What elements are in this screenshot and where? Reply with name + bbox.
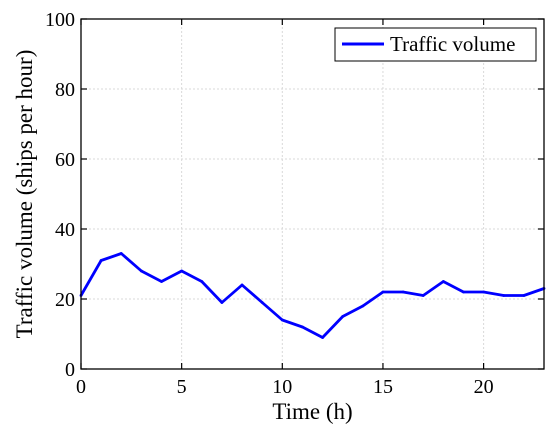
x-tick-label: 5	[177, 376, 187, 398]
data-point	[99, 259, 103, 262]
data-point	[260, 301, 264, 304]
ticks	[80, 18, 544, 370]
legend-label: Traffic volume	[390, 32, 515, 56]
y-tick-label: 80	[55, 79, 75, 101]
data-point	[139, 269, 143, 273]
data-point	[180, 269, 184, 273]
x-axis-label: Time (h)	[272, 399, 352, 424]
data-point	[462, 290, 465, 294]
x-tick-label: 10	[272, 376, 292, 398]
grid	[81, 19, 544, 369]
data-point	[301, 325, 304, 329]
tick-labels: 0 5 10 15 20 0 20 40 60 80 100	[45, 9, 494, 398]
y-tick-label: 100	[45, 9, 75, 31]
data-point	[220, 301, 224, 304]
data-point	[502, 294, 506, 297]
data-point	[381, 290, 385, 294]
series-layer	[79, 252, 546, 339]
data-point	[522, 294, 526, 297]
data-point	[160, 280, 163, 283]
data-point	[401, 290, 405, 294]
x-tick-label: 15	[373, 376, 393, 398]
data-point	[361, 304, 365, 308]
data-point	[240, 283, 244, 287]
plot-frame	[80, 18, 545, 370]
series-line	[79, 252, 545, 339]
data-point	[321, 336, 324, 339]
x-tick-label: 20	[474, 376, 494, 398]
data-point	[421, 294, 425, 297]
x-tick-label: 0	[76, 376, 86, 398]
data-point	[200, 280, 204, 283]
data-point	[280, 318, 284, 322]
y-tick-label: 40	[55, 219, 75, 241]
data-point	[341, 315, 345, 318]
data-point	[482, 290, 486, 294]
y-tick-label: 0	[65, 359, 75, 381]
y-tick-label: 20	[55, 289, 75, 311]
y-axis-label: Traffic volume (ships per hour)	[12, 50, 37, 339]
data-point	[441, 280, 445, 283]
data-point	[119, 252, 123, 255]
legend: Traffic volume	[334, 27, 537, 62]
y-tick-label: 60	[55, 149, 75, 171]
